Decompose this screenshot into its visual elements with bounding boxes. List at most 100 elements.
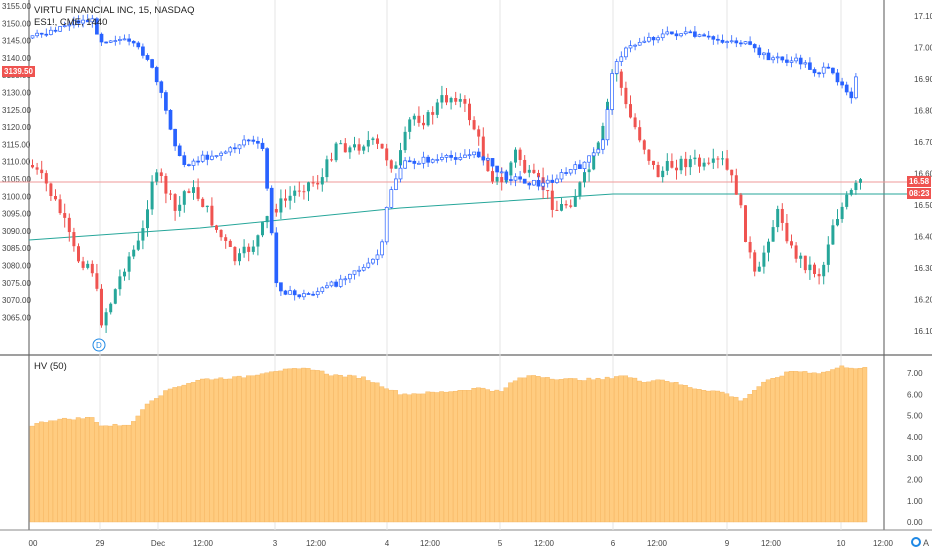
compare-candle-body — [90, 18, 95, 23]
hv-bar — [411, 393, 417, 523]
hv-bar — [255, 374, 260, 523]
hv-bar — [577, 380, 583, 523]
hv-bar — [190, 382, 196, 523]
compare-candle-body — [743, 41, 748, 45]
time-axis-label: 6 — [610, 539, 616, 548]
hv-bar — [319, 370, 325, 523]
hv-bar — [430, 391, 435, 523]
compare-candle-body — [187, 164, 191, 166]
compare-candle-body — [435, 159, 440, 161]
hv-bar — [650, 380, 656, 523]
hv-bar — [425, 391, 431, 523]
hv-bar — [664, 381, 670, 523]
settings-gear-icon[interactable] — [911, 537, 921, 547]
hv-bar — [687, 387, 693, 523]
candle-body — [730, 169, 734, 176]
compare-candle-body — [596, 148, 601, 154]
hv-bar — [765, 379, 771, 523]
compare-candle-body — [292, 290, 297, 296]
compare-candle-body — [541, 182, 545, 187]
compare-candle-body — [854, 76, 858, 99]
compare-candle-body — [734, 40, 739, 44]
compare-candle-body — [30, 35, 35, 39]
symbol-title[interactable]: VIRTU FINANCIAL INC, 15, NASDAQ — [34, 5, 195, 16]
hv-bar — [531, 375, 537, 523]
hv-bar — [241, 377, 247, 523]
hv-bar — [144, 403, 150, 523]
hv-axis-tick: 2.00 — [907, 476, 923, 485]
hv-bar — [637, 380, 642, 523]
hv-bar — [811, 372, 817, 523]
compare-candle-body — [67, 24, 72, 27]
compare-candle-body — [53, 29, 58, 32]
left-axis-tick: 3130.00 — [2, 89, 31, 98]
candle-body — [734, 175, 738, 195]
right-axis-tick: 17.10 — [914, 12, 932, 21]
compare-title[interactable]: ES1!, CME, 1440 — [34, 17, 108, 28]
compare-candle-body — [729, 40, 734, 43]
hv-bar — [153, 398, 159, 523]
compare-candle-body — [288, 290, 292, 295]
candle-body — [822, 264, 826, 277]
hv-axis-tick: 1.00 — [907, 497, 923, 506]
hv-bar — [384, 388, 389, 523]
compare-candle-body — [39, 32, 44, 35]
compare-candle-body — [798, 57, 803, 65]
hv-axis-tick: 5.00 — [907, 412, 923, 421]
hv-bar — [770, 378, 776, 523]
hv-bar — [301, 367, 306, 523]
candle-body — [670, 161, 674, 168]
compare-candle-body — [504, 171, 509, 180]
candle-body — [265, 216, 269, 223]
candle-body — [288, 195, 292, 201]
auto-scale-button[interactable]: A — [922, 538, 929, 548]
hv-bar — [545, 377, 550, 523]
compare-candle-body — [440, 157, 444, 160]
hv-bar — [701, 390, 707, 523]
compare-candle-body — [844, 84, 849, 93]
hv-bar — [158, 395, 164, 523]
candle-body — [95, 273, 99, 289]
compare-candle-body — [389, 189, 394, 208]
hv-bar — [66, 418, 72, 523]
compare-candle-body — [265, 148, 269, 189]
last-price-badge: 16.58 — [907, 176, 932, 187]
candle-body — [141, 228, 145, 241]
hv-bar — [595, 377, 601, 523]
indicator-title[interactable]: HV (50) — [34, 361, 67, 372]
candle-body — [721, 158, 724, 160]
candle-body — [771, 227, 775, 242]
time-axis-label: 12:00 — [760, 539, 782, 548]
hv-bar — [466, 390, 472, 523]
compare-candle-body — [168, 109, 173, 130]
candle-body — [748, 241, 752, 253]
compare-candle-body — [334, 281, 338, 287]
compare-candle-body — [228, 147, 233, 153]
hv-bar — [393, 390, 398, 523]
hv-bar — [39, 421, 44, 523]
candle-body — [458, 99, 462, 102]
left-price-badge: 3139.50 — [2, 66, 35, 77]
compare-candle-body — [688, 31, 693, 34]
candle-body — [477, 129, 481, 137]
candle-body — [238, 253, 241, 262]
compare-candle-body — [605, 109, 610, 141]
compare-candle-body — [660, 33, 665, 39]
candle-body — [799, 255, 803, 259]
candle-body — [808, 264, 812, 271]
compare-candle-body — [145, 55, 150, 60]
candle-body — [123, 271, 126, 277]
right-axis-tick: 16.20 — [914, 296, 932, 305]
candle-body — [454, 97, 458, 102]
compare-candle-body — [412, 160, 417, 164]
compare-candle-body — [706, 35, 711, 38]
compare-candle-body — [177, 145, 182, 157]
hv-bar — [669, 382, 675, 523]
hv-bar — [89, 417, 95, 523]
compare-candle-body — [99, 33, 104, 43]
hv-bar — [407, 394, 412, 523]
compare-candle-body — [785, 59, 789, 63]
candle-body — [555, 209, 559, 211]
hv-bar — [370, 382, 375, 523]
